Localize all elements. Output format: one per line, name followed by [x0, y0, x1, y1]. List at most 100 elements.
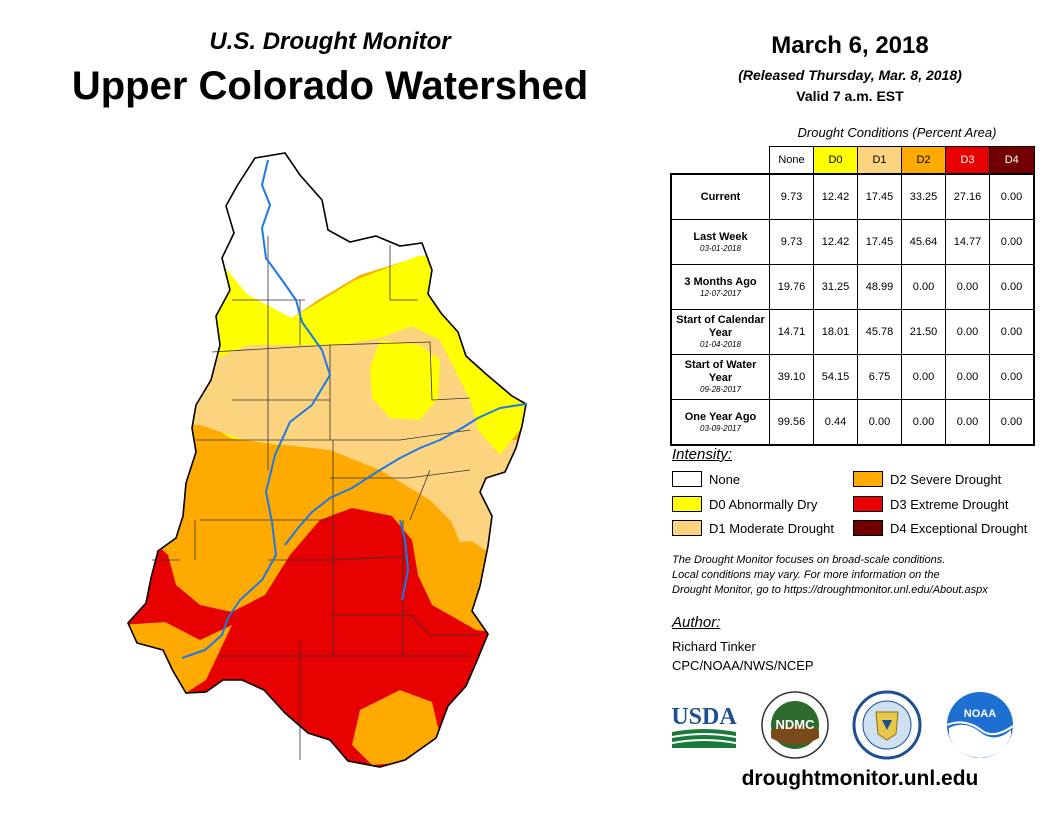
legend-item-d1: D1 Moderate Drought [672, 520, 834, 536]
author-heading: Author: [672, 614, 721, 631]
table-row: Current 9.73 12.42 17.45 33.25 27.16 0.00 [670, 173, 1035, 220]
map-date: March 6, 2018 [771, 32, 929, 59]
table-cell: 48.99 [857, 264, 902, 310]
row-label-text: 3 Months Ago [684, 275, 757, 288]
legend-swatch [672, 471, 702, 487]
legend-item-d0: D0 Abnormally Dry [672, 496, 817, 512]
table-cell: 0.00 [989, 264, 1035, 310]
table-cell: 0.00 [989, 173, 1035, 220]
col-header-none: None [769, 146, 814, 175]
table-cell: 0.00 [901, 354, 946, 400]
valid-time: Valid 7 a.m. EST [796, 88, 904, 104]
row-date: 01-04-2018 [700, 340, 741, 349]
col-header-d3: D3 [945, 146, 990, 175]
author-info: Richard Tinker CPC/NOAA/NWS/NCEP [672, 637, 814, 675]
table-cell: 54.15 [813, 354, 858, 400]
table-cell: 27.16 [945, 173, 990, 220]
table-cell: 99.56 [769, 399, 814, 446]
table-cell: 0.00 [945, 399, 990, 446]
legend-swatch [853, 520, 883, 536]
table-cell: 0.44 [813, 399, 858, 446]
row-label: Current [670, 173, 770, 220]
table-cell: 31.25 [813, 264, 858, 310]
table-cell: 39.10 [769, 354, 814, 400]
note-line: The Drought Monitor focuses on broad-sca… [672, 554, 946, 566]
drought-area-d0-core [370, 340, 440, 420]
boundary-lines [152, 236, 480, 760]
author-name: Richard Tinker [672, 639, 756, 654]
row-label-text: One Year Ago [684, 410, 757, 423]
table-cell: 0.00 [989, 219, 1035, 265]
table-cell: 0.00 [857, 399, 902, 446]
table-row: Start of Water Year 09-28-2017 39.10 54.15 6… [670, 354, 1035, 400]
table-cell: 0.00 [945, 264, 990, 310]
river-network [181, 159, 527, 659]
row-date: 12-07-2017 [700, 288, 741, 298]
note-line: Drought Monitor, go to https://droughtmo… [672, 584, 988, 596]
row-label: 3 Months Ago 12-07-2017 [670, 264, 770, 310]
ndmc-logo: NDMC [761, 691, 829, 759]
row-label-text: Last Week [693, 230, 748, 243]
table-cell: 21.50 [901, 309, 946, 355]
col-header-d4: D4 [989, 146, 1035, 175]
table-row: One Year Ago 03-09-2017 99.56 0.44 0.00 0.00 0… [670, 399, 1035, 446]
table-corner [671, 147, 770, 175]
table-cell: 12.42 [813, 219, 858, 265]
release-date: (Released Thursday, Mar. 8, 2018) [738, 67, 962, 83]
table-cell: 0.00 [989, 354, 1035, 400]
drought-area-d0-east [468, 388, 526, 455]
table-cell: 45.64 [901, 219, 946, 265]
drought-area-d1-southeast [440, 480, 492, 542]
row-date: 09-28-2017 [700, 385, 741, 394]
table-cell: 14.77 [945, 219, 990, 265]
legend-label: D0 Abnormally Dry [709, 496, 818, 512]
usda-logo-text: USDA [671, 704, 737, 730]
table-cell: 9.73 [769, 219, 814, 265]
row-label: Last Week 03-01-2018 [670, 219, 770, 265]
legend-item-none: None [672, 471, 740, 487]
website-link[interactable]: droughtmonitor.unl.edu [741, 767, 979, 790]
legend-item-d2: D2 Severe Drought [853, 471, 1001, 487]
table-cell: 19.76 [769, 264, 814, 310]
legend-swatch [672, 496, 702, 512]
table-cell: 0.00 [989, 309, 1035, 355]
conditions-caption: Drought Conditions (Percent Area) [797, 125, 997, 140]
noaa-logo: NOAA [946, 692, 1014, 758]
legend-item-d4: D4 Exceptional Drought [853, 520, 1027, 536]
col-header-d1: D1 [857, 146, 902, 175]
disclaimer-note: The Drought Monitor focuses on broad-sca… [672, 553, 1042, 598]
table-cell: 33.25 [901, 173, 946, 220]
usda-logo: USDA [671, 704, 737, 748]
row-label-text: Start of Water Year [684, 359, 757, 384]
row-date: 03-01-2018 [700, 243, 741, 253]
table-cell: 14.71 [769, 309, 814, 355]
table-cell: 0.00 [901, 399, 946, 446]
note-line: Local conditions may vary. For more info… [672, 569, 940, 581]
table-cell: 17.45 [857, 173, 902, 220]
table-cell: 0.00 [901, 264, 946, 310]
legend-label: D4 Exceptional Drought [890, 520, 1028, 536]
table-cell: 6.75 [857, 354, 902, 400]
row-label: One Year Ago 03-09-2017 [670, 399, 770, 446]
legend-swatch [672, 520, 702, 536]
row-label-text: Current [700, 190, 741, 203]
row-label: Start of Calendar Year 01-04-2018 [670, 309, 770, 355]
table-cell: 9.73 [769, 173, 814, 220]
noaa-logo-text: NOAA [964, 708, 996, 720]
legend-swatch [853, 471, 883, 487]
legend-label: D1 Moderate Drought [709, 520, 835, 536]
table-cell: 18.01 [813, 309, 858, 355]
table-cell: 12.42 [813, 173, 858, 220]
legend-label: None [709, 471, 741, 487]
author-org: CPC/NOAA/NWS/NCEP [672, 658, 814, 673]
conditions-table: None D0 D1 D2 D3 D4 Current 9.73 12.42 17.4… [670, 146, 1035, 446]
table-cell: 0.00 [945, 309, 990, 355]
col-header-d2: D2 [901, 146, 946, 175]
legend-heading: Intensity: [672, 446, 733, 463]
legend-swatch [853, 496, 883, 512]
col-header-d0: D0 [813, 146, 858, 175]
map-subtitle: U.S. Drought Monitor [209, 28, 451, 55]
ndmc-logo-text: NDMC [776, 717, 816, 732]
table-cell: 0.00 [945, 354, 990, 400]
table-cell: 17.45 [857, 219, 902, 265]
